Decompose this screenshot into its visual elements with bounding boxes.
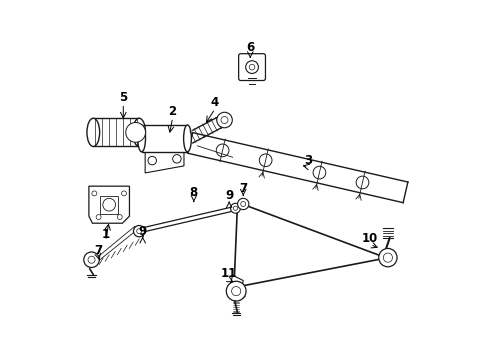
Text: 2: 2	[169, 105, 177, 118]
Ellipse shape	[138, 125, 146, 152]
Circle shape	[217, 112, 232, 128]
Circle shape	[133, 225, 145, 237]
Circle shape	[232, 287, 241, 296]
Polygon shape	[145, 152, 184, 173]
Bar	[142, 125, 188, 152]
Circle shape	[96, 215, 101, 220]
Ellipse shape	[184, 125, 192, 152]
Polygon shape	[89, 186, 129, 223]
Text: 7: 7	[95, 244, 102, 257]
Circle shape	[249, 64, 255, 70]
FancyBboxPatch shape	[239, 54, 266, 81]
Text: 11: 11	[221, 267, 237, 280]
Bar	[93, 118, 139, 147]
Circle shape	[245, 61, 258, 73]
Bar	[100, 196, 118, 213]
Text: 5: 5	[119, 91, 127, 104]
Circle shape	[137, 229, 142, 234]
Circle shape	[226, 281, 246, 301]
Circle shape	[117, 215, 122, 220]
Text: 10: 10	[362, 232, 378, 245]
Text: 8: 8	[190, 186, 198, 199]
Text: 4: 4	[211, 96, 219, 109]
Circle shape	[379, 248, 397, 267]
Text: 9: 9	[225, 189, 233, 202]
Circle shape	[313, 166, 326, 179]
Polygon shape	[229, 275, 245, 300]
Circle shape	[122, 191, 126, 196]
Circle shape	[221, 117, 228, 123]
Circle shape	[356, 176, 369, 189]
Circle shape	[84, 252, 99, 267]
Circle shape	[383, 253, 392, 262]
Circle shape	[238, 198, 249, 210]
Circle shape	[259, 154, 272, 167]
Circle shape	[241, 202, 245, 207]
Text: 9: 9	[139, 225, 147, 238]
Ellipse shape	[133, 118, 146, 147]
Circle shape	[92, 191, 97, 196]
Circle shape	[88, 256, 95, 263]
Text: 1: 1	[101, 228, 110, 241]
Ellipse shape	[87, 118, 99, 147]
Circle shape	[216, 144, 229, 157]
Text: 3: 3	[304, 154, 313, 167]
Circle shape	[148, 156, 156, 165]
Circle shape	[233, 206, 238, 210]
Text: 6: 6	[246, 41, 254, 54]
Circle shape	[172, 154, 181, 163]
Circle shape	[126, 122, 146, 142]
Polygon shape	[137, 234, 144, 237]
Circle shape	[103, 198, 116, 211]
Polygon shape	[137, 206, 237, 233]
Text: 7: 7	[239, 182, 247, 195]
Circle shape	[230, 203, 241, 213]
